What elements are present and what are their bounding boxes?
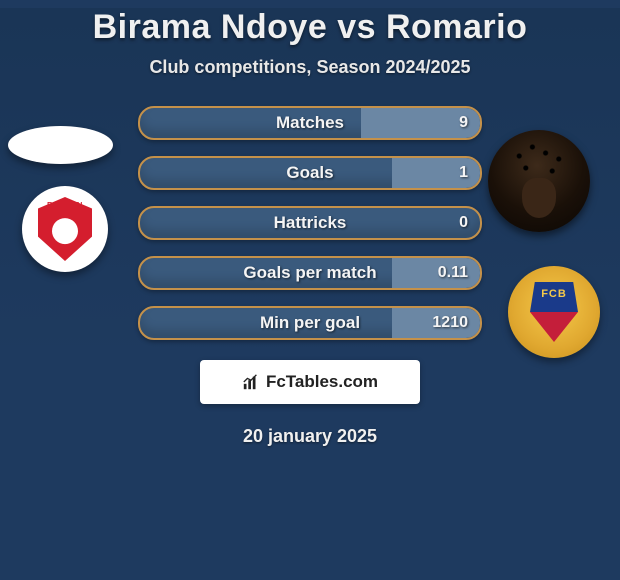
bar-label: Hattricks bbox=[140, 208, 480, 238]
bar-value-right: 9 bbox=[459, 108, 468, 138]
club-right-code: FCB bbox=[530, 288, 578, 300]
bar-label: Goals bbox=[140, 158, 480, 188]
stat-bar: Goals1 bbox=[138, 156, 482, 190]
bar-value-right: 0 bbox=[459, 208, 468, 238]
player-left-avatar bbox=[8, 126, 113, 164]
page-title: Birama Ndoye vs Romario bbox=[0, 8, 620, 47]
date-label: 20 january 2025 bbox=[0, 426, 620, 447]
bar-label: Matches bbox=[140, 108, 480, 138]
subtitle: Club competitions, Season 2024/2025 bbox=[0, 57, 620, 78]
watermark-text: FcTables.com bbox=[266, 372, 378, 392]
comparison-card: Birama Ndoye vs Romario Club competition… bbox=[0, 8, 620, 580]
club-right-shield-bot-icon bbox=[530, 312, 578, 342]
club-left-ball-icon bbox=[52, 218, 78, 244]
bar-label: Goals per match bbox=[140, 258, 480, 288]
stat-bar: Min per goal1210 bbox=[138, 306, 482, 340]
stat-bar: Hattricks0 bbox=[138, 206, 482, 240]
bar-value-right: 0.11 bbox=[438, 258, 468, 288]
stat-bar: Matches9 bbox=[138, 106, 482, 140]
chart-icon bbox=[242, 373, 260, 391]
club-left-badge: FC SION bbox=[22, 186, 108, 272]
watermark: FcTables.com bbox=[200, 360, 420, 404]
bar-value-right: 1 bbox=[459, 158, 468, 188]
stat-bar: Goals per match0.11 bbox=[138, 256, 482, 290]
bar-label: Min per goal bbox=[140, 308, 480, 338]
player-right-avatar bbox=[488, 130, 590, 232]
bar-value-right: 1210 bbox=[432, 308, 468, 338]
club-right-badge: FCB bbox=[508, 266, 600, 358]
